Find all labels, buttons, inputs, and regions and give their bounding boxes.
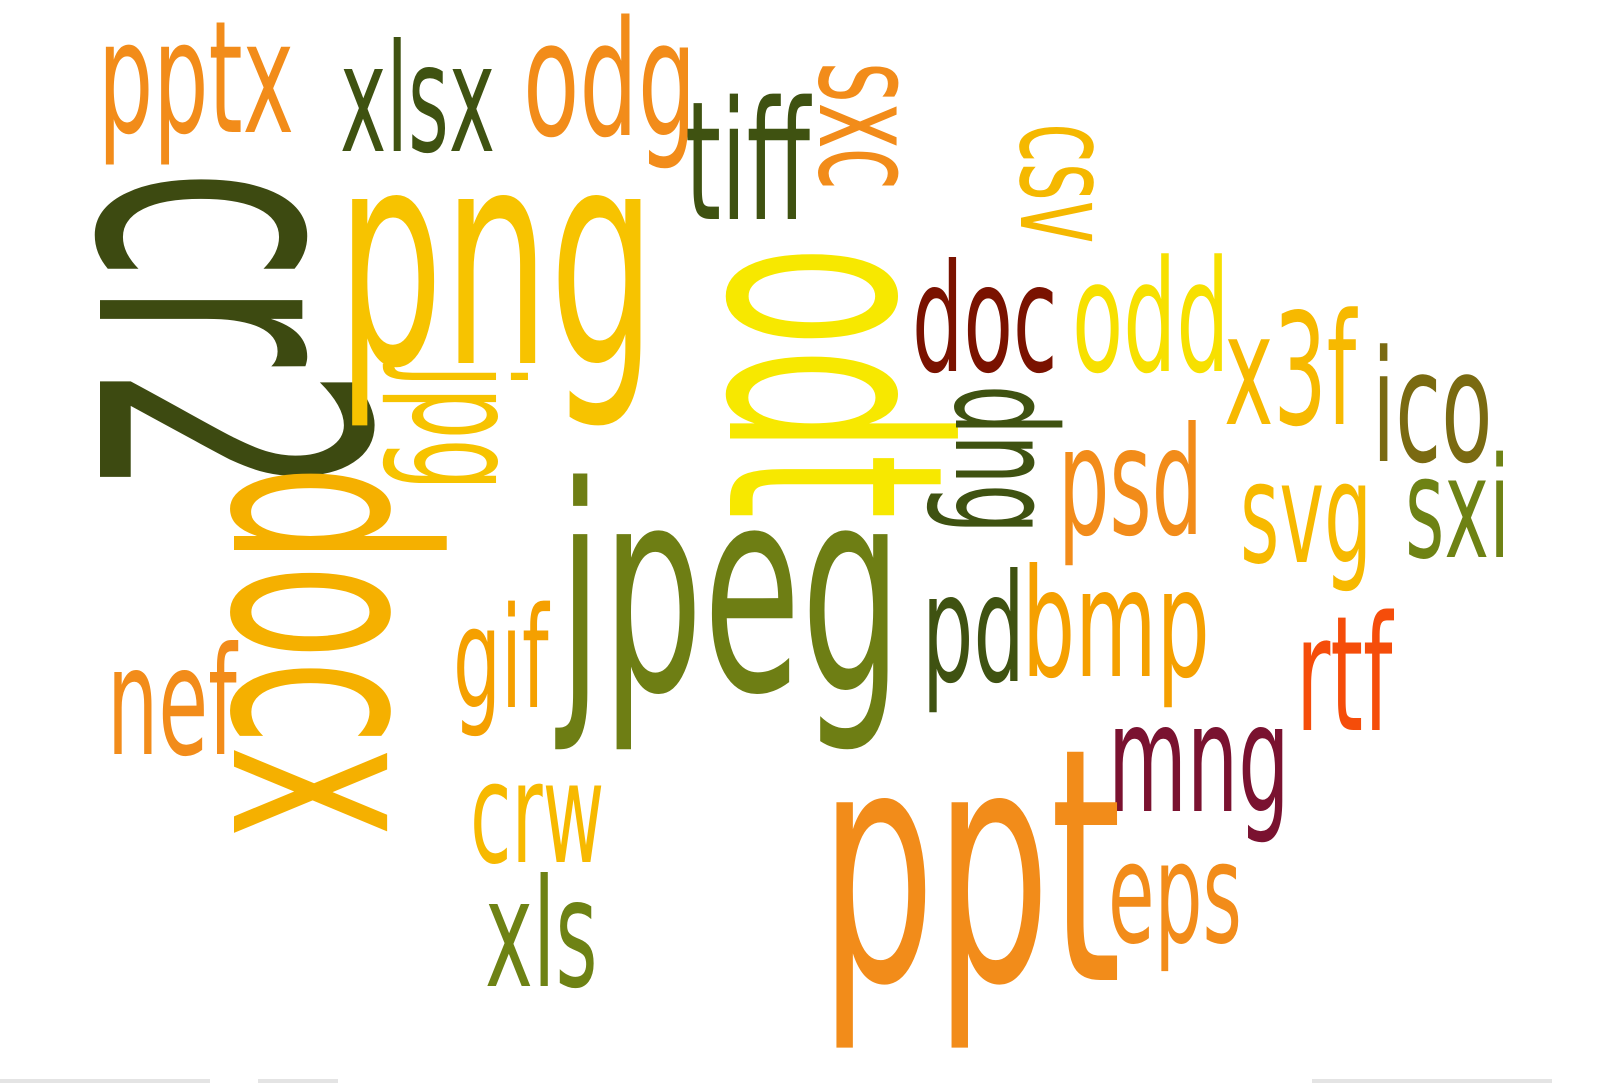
word-jpeg: jpeg [558, 426, 902, 758]
word-png: png [337, 85, 656, 434]
word-dng: dng [922, 385, 1085, 534]
word-psd: psd [1058, 396, 1204, 570]
word-svg: svg [1240, 433, 1373, 596]
word-xlsx: xlsx [340, 13, 496, 187]
word-pptx: pptx [98, 0, 295, 169]
word-sxc: sxc [786, 62, 949, 191]
word-rtf: rtf [1296, 581, 1393, 768]
word-gif: gif [453, 578, 549, 741]
bottom-rule-left [0, 1079, 210, 1083]
word-sxi: sxi [1405, 428, 1511, 591]
word-doc: doc [912, 233, 1058, 407]
bottom-rule-right [1312, 1079, 1552, 1083]
word-mng: mng [1108, 673, 1290, 847]
word-odg: odg [523, 0, 697, 173]
word-ico: ico [1372, 317, 1493, 498]
word-odd: odd [1072, 227, 1230, 408]
word-xls: xls [485, 848, 598, 1022]
word-bmp: bmp [1022, 538, 1210, 712]
word-eps: eps [1108, 813, 1242, 976]
word-x3f: x3f [1224, 280, 1357, 461]
word-crw: crw [470, 733, 605, 896]
word-tiff: tiff [685, 66, 811, 258]
word-csv: csv [990, 123, 1142, 244]
bottom-rule-middle [258, 1079, 338, 1083]
word-pd: pd [922, 543, 1025, 717]
word-nef: nef [107, 616, 237, 790]
word-ppt: ppt [820, 678, 1122, 1057]
